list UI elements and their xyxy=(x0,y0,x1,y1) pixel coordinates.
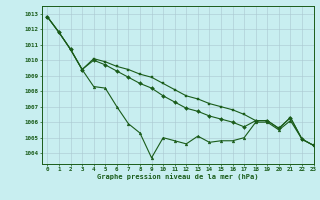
X-axis label: Graphe pression niveau de la mer (hPa): Graphe pression niveau de la mer (hPa) xyxy=(97,173,258,180)
